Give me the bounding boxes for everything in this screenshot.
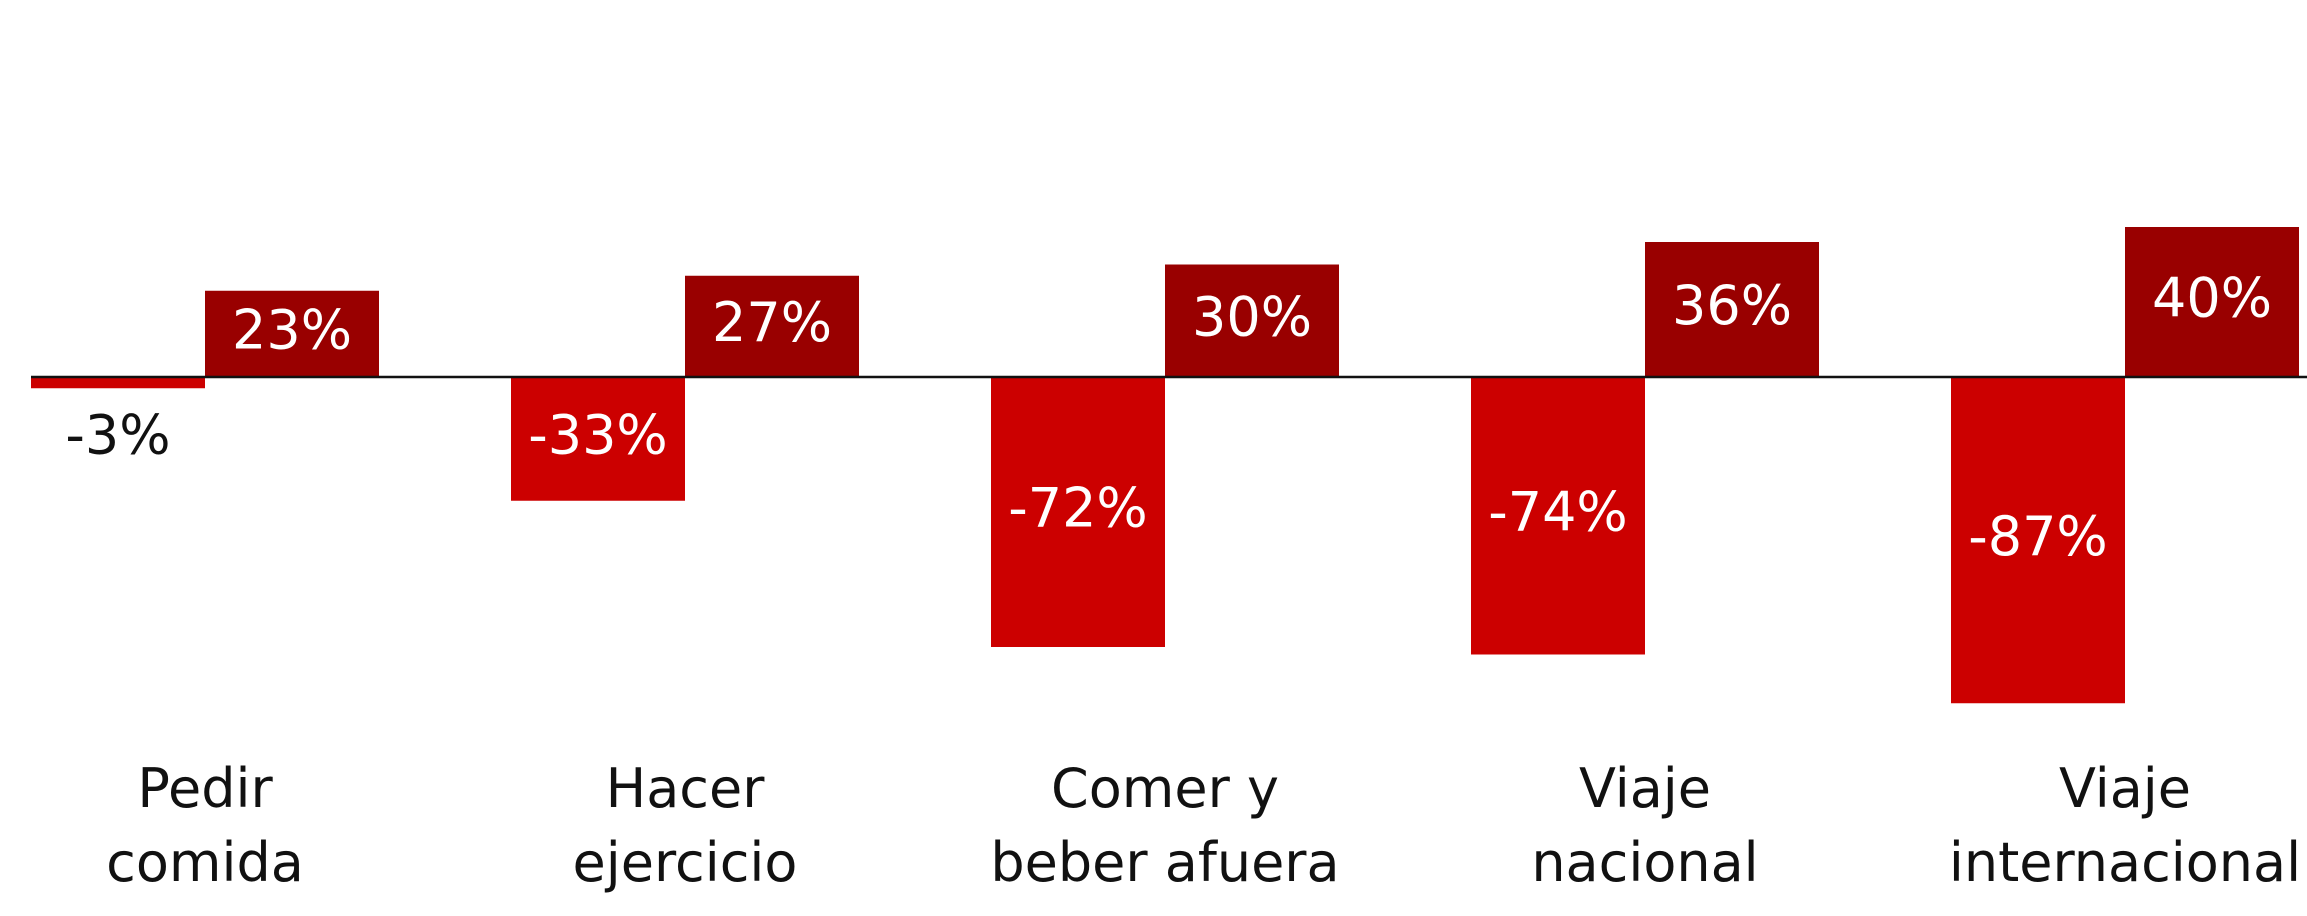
x-tick-label: Hacer ejercicio [572, 757, 798, 894]
value-label: -87% [1968, 505, 2108, 568]
bar [511, 377, 685, 501]
value-label: 23% [232, 299, 352, 362]
x-tick-label: Viaje nacional [1531, 757, 1759, 894]
value-label: 27% [712, 291, 832, 354]
x-tick-label: Pedir comida [106, 757, 304, 894]
value-label: -33% [528, 404, 668, 467]
value-label: -72% [1008, 477, 1148, 540]
bar [31, 377, 205, 389]
x-tick-label: Viaje internacional [1948, 757, 2302, 894]
bar [205, 290, 379, 377]
value-label: -74% [1488, 480, 1628, 543]
bar [991, 377, 1165, 647]
bar [1645, 242, 1819, 377]
x-tick-label: Comer y beber afuera [990, 757, 1340, 894]
bar [1471, 377, 1645, 655]
bar [2125, 227, 2299, 377]
value-label: 36% [1672, 274, 1792, 337]
bar [1165, 264, 1339, 377]
value-label: -3% [65, 404, 170, 467]
bar [1951, 377, 2125, 704]
bar [685, 275, 859, 377]
value-label: 30% [1192, 285, 1312, 348]
value-label: 40% [2152, 267, 2272, 330]
